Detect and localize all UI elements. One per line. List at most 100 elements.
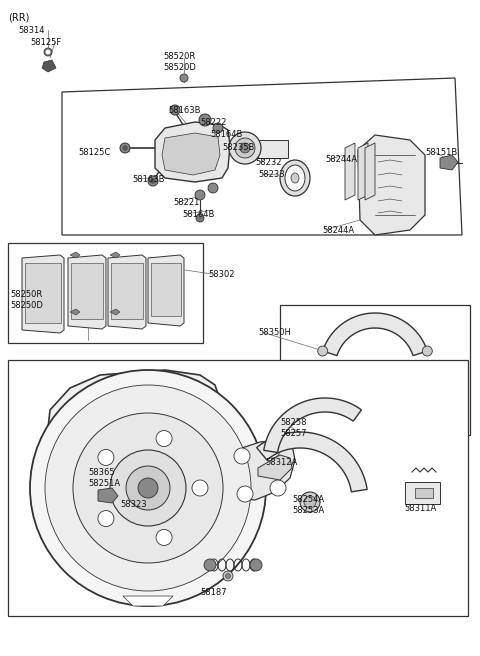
Circle shape	[264, 442, 280, 458]
Circle shape	[235, 138, 255, 158]
Polygon shape	[45, 370, 220, 590]
Polygon shape	[110, 252, 120, 258]
Bar	[71, 263, 103, 319]
Polygon shape	[110, 309, 120, 315]
Circle shape	[45, 385, 251, 591]
Text: 58187: 58187	[200, 588, 227, 597]
Circle shape	[151, 178, 156, 184]
Circle shape	[98, 510, 114, 527]
Polygon shape	[108, 255, 146, 329]
Polygon shape	[440, 155, 458, 170]
Text: 58253A: 58253A	[292, 506, 324, 515]
Polygon shape	[70, 309, 80, 315]
Polygon shape	[258, 455, 292, 480]
Polygon shape	[323, 313, 427, 356]
Polygon shape	[358, 135, 425, 235]
Text: 58312A: 58312A	[265, 458, 297, 467]
Circle shape	[196, 214, 204, 222]
Circle shape	[226, 573, 230, 579]
Circle shape	[148, 176, 158, 186]
Polygon shape	[98, 488, 118, 503]
Text: 58222: 58222	[200, 118, 227, 127]
Circle shape	[122, 146, 128, 150]
Bar	[25, 263, 61, 323]
Text: 58314: 58314	[18, 26, 45, 35]
Text: 58233: 58233	[258, 170, 285, 179]
Bar	[258, 140, 288, 158]
Circle shape	[180, 74, 188, 82]
Circle shape	[270, 480, 286, 496]
Circle shape	[195, 190, 205, 200]
Circle shape	[126, 466, 170, 510]
Text: 58257: 58257	[280, 429, 307, 438]
Circle shape	[98, 449, 114, 466]
Bar	[151, 263, 181, 316]
Circle shape	[422, 346, 432, 356]
Circle shape	[192, 480, 208, 496]
Text: 58251A: 58251A	[88, 479, 120, 488]
Bar	[415, 488, 433, 498]
Ellipse shape	[291, 173, 299, 183]
Text: 58164B: 58164B	[182, 210, 215, 219]
Circle shape	[213, 123, 223, 133]
Text: 58350H: 58350H	[258, 328, 291, 337]
Polygon shape	[62, 78, 462, 235]
Text: 58125C: 58125C	[78, 148, 110, 157]
Text: 58244A: 58244A	[325, 155, 357, 164]
Polygon shape	[22, 255, 64, 333]
Polygon shape	[70, 252, 80, 258]
Circle shape	[300, 492, 320, 512]
Circle shape	[240, 143, 250, 153]
Text: 58164B: 58164B	[210, 130, 242, 139]
Circle shape	[204, 559, 216, 571]
Circle shape	[250, 559, 262, 571]
Bar	[280, 305, 470, 435]
Ellipse shape	[280, 160, 310, 196]
Text: 58250R: 58250R	[10, 290, 42, 299]
Circle shape	[234, 448, 250, 464]
Polygon shape	[257, 432, 367, 492]
Circle shape	[304, 496, 316, 508]
Text: (RR): (RR)	[8, 12, 29, 22]
Polygon shape	[42, 60, 56, 72]
Circle shape	[156, 529, 172, 545]
Polygon shape	[264, 398, 361, 453]
Text: 58235B: 58235B	[222, 143, 254, 152]
Text: 58520D: 58520D	[163, 63, 196, 72]
Text: 58520R: 58520R	[163, 52, 195, 61]
Polygon shape	[345, 143, 355, 200]
Text: 58311A: 58311A	[404, 504, 436, 513]
Circle shape	[170, 105, 180, 115]
Polygon shape	[155, 122, 230, 182]
Bar	[8, 360, 468, 616]
Text: 58244A: 58244A	[322, 226, 354, 235]
Text: 58163B: 58163B	[168, 106, 201, 115]
Circle shape	[318, 346, 328, 356]
Text: 58254A: 58254A	[292, 495, 324, 504]
Circle shape	[30, 370, 266, 606]
Circle shape	[138, 478, 158, 498]
Bar	[8, 243, 203, 343]
Text: 58302: 58302	[208, 270, 235, 279]
Text: 58151B: 58151B	[425, 148, 457, 157]
Circle shape	[110, 450, 186, 526]
Polygon shape	[162, 133, 220, 175]
Text: 58232: 58232	[255, 158, 281, 167]
Polygon shape	[68, 255, 106, 329]
Circle shape	[73, 413, 223, 563]
Polygon shape	[358, 143, 368, 200]
Circle shape	[229, 132, 261, 164]
Circle shape	[199, 114, 211, 126]
Circle shape	[44, 48, 52, 56]
Text: 58323: 58323	[120, 500, 146, 509]
Text: 58258: 58258	[280, 418, 307, 427]
Text: 58125F: 58125F	[30, 38, 61, 47]
Polygon shape	[123, 596, 173, 606]
Circle shape	[223, 571, 233, 581]
Text: 58221: 58221	[173, 198, 199, 207]
Circle shape	[208, 183, 218, 193]
Text: 58163B: 58163B	[132, 175, 165, 184]
Polygon shape	[148, 255, 184, 326]
Text: 58250D: 58250D	[10, 301, 43, 310]
Bar	[405, 482, 440, 504]
